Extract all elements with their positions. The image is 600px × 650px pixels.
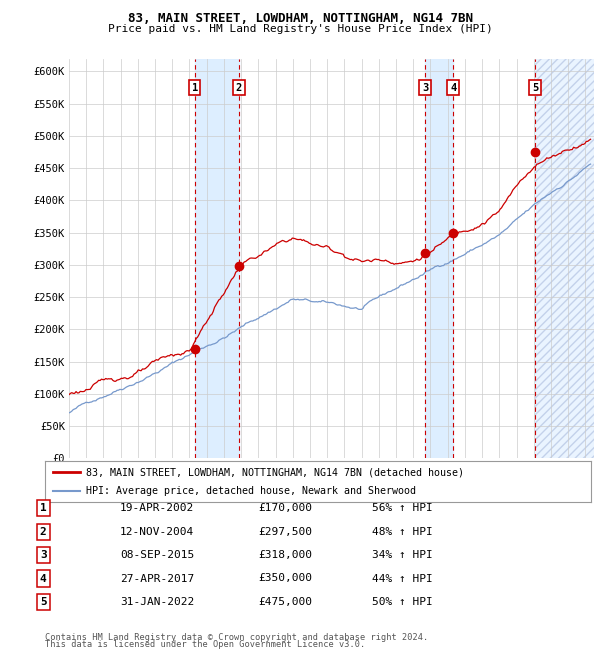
Text: 56% ↑ HPI: 56% ↑ HPI <box>372 503 433 514</box>
Text: This data is licensed under the Open Government Licence v3.0.: This data is licensed under the Open Gov… <box>45 640 365 649</box>
Text: 5: 5 <box>40 597 47 607</box>
Text: 31-JAN-2022: 31-JAN-2022 <box>120 597 194 607</box>
Text: 3: 3 <box>422 83 428 92</box>
Text: 4: 4 <box>40 573 47 584</box>
Text: 48% ↑ HPI: 48% ↑ HPI <box>372 526 433 537</box>
Text: HPI: Average price, detached house, Newark and Sherwood: HPI: Average price, detached house, Newa… <box>86 486 416 496</box>
Text: 1: 1 <box>40 503 47 514</box>
Text: 08-SEP-2015: 08-SEP-2015 <box>120 550 194 560</box>
Text: 2: 2 <box>236 83 242 92</box>
Text: 34% ↑ HPI: 34% ↑ HPI <box>372 550 433 560</box>
Text: £170,000: £170,000 <box>258 503 312 514</box>
Text: 4: 4 <box>450 83 457 92</box>
Text: £475,000: £475,000 <box>258 597 312 607</box>
Text: 50% ↑ HPI: 50% ↑ HPI <box>372 597 433 607</box>
Text: £318,000: £318,000 <box>258 550 312 560</box>
Text: Price paid vs. HM Land Registry's House Price Index (HPI): Price paid vs. HM Land Registry's House … <box>107 24 493 34</box>
Text: 5: 5 <box>532 83 538 92</box>
Bar <box>535 58 594 458</box>
Text: 12-NOV-2004: 12-NOV-2004 <box>120 526 194 537</box>
Text: £297,500: £297,500 <box>258 526 312 537</box>
Text: 2: 2 <box>40 526 47 537</box>
Text: 1: 1 <box>191 83 198 92</box>
Text: 19-APR-2002: 19-APR-2002 <box>120 503 194 514</box>
Text: 27-APR-2017: 27-APR-2017 <box>120 573 194 584</box>
Bar <box>425 58 453 458</box>
Text: 44% ↑ HPI: 44% ↑ HPI <box>372 573 433 584</box>
Text: £350,000: £350,000 <box>258 573 312 584</box>
Text: 83, MAIN STREET, LOWDHAM, NOTTINGHAM, NG14 7BN (detached house): 83, MAIN STREET, LOWDHAM, NOTTINGHAM, NG… <box>86 467 464 477</box>
Text: Contains HM Land Registry data © Crown copyright and database right 2024.: Contains HM Land Registry data © Crown c… <box>45 633 428 642</box>
Text: 83, MAIN STREET, LOWDHAM, NOTTINGHAM, NG14 7BN: 83, MAIN STREET, LOWDHAM, NOTTINGHAM, NG… <box>128 12 473 25</box>
Text: 3: 3 <box>40 550 47 560</box>
Bar <box>194 58 239 458</box>
